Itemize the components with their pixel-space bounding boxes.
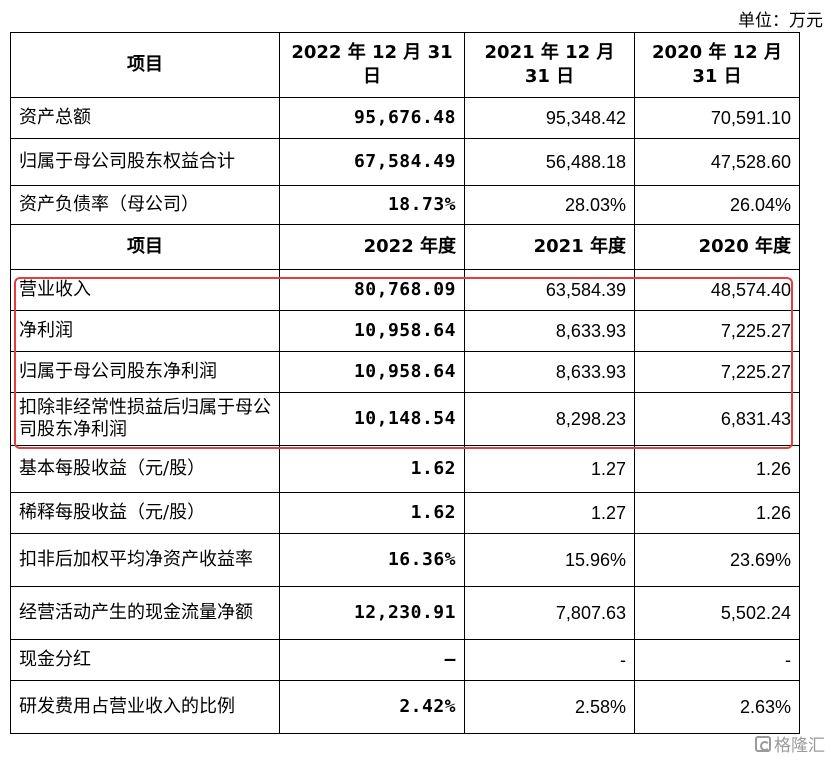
- table-row: 归属于母公司股东净利润 10,958.64 8,633.93 7,225.27: [10, 351, 800, 393]
- financial-table: 项目 2022 年 12 月 31 日 2021 年 12 月 31 日 202…: [10, 32, 800, 734]
- table-row: 现金分红 – - -: [10, 639, 800, 681]
- row-label: 基本每股收益（元/股）: [10, 445, 280, 493]
- row-label: 营业收入: [10, 269, 280, 311]
- row-label: 资产负债率（母公司）: [10, 185, 280, 225]
- cell-2020: -: [634, 639, 800, 681]
- cell-2020: 5,502.24: [634, 586, 800, 640]
- cell-2021: 8,633.93: [464, 310, 635, 352]
- header-2022: 2022 年 12 月 31 日: [279, 32, 465, 98]
- cell-2022: 12,230.91: [279, 586, 465, 640]
- header-row: 项目 2022 年 12 月 31 日 2021 年 12 月 31 日 202…: [10, 32, 800, 98]
- cell-2020: 23.69%: [634, 533, 800, 587]
- row-label: 研发费用占营业收入的比例: [10, 680, 280, 734]
- header2-2020: 2020 年度: [634, 224, 800, 270]
- cell-2022: 10,148.54: [279, 392, 465, 446]
- cell-2020: 1.26: [634, 492, 800, 534]
- cell-2021: 2.58%: [464, 680, 635, 734]
- header2-2022: 2022 年度: [279, 224, 465, 270]
- table-row: 经营活动产生的现金流量净额 12,230.91 7,807.63 5,502.2…: [10, 586, 800, 640]
- cell-2021: 1.27: [464, 492, 635, 534]
- cell-2020: 48,574.40: [634, 269, 800, 311]
- cell-2020: 2.63%: [634, 680, 800, 734]
- cell-2021: 7,807.63: [464, 586, 635, 640]
- unit-label: 单位：万元: [738, 11, 823, 31]
- table-row: 扣非后加权平均净资产收益率 16.36% 15.96% 23.69%: [10, 533, 800, 587]
- cell-2022: 1.62: [279, 492, 465, 534]
- cell-2022: 18.73%: [279, 185, 465, 225]
- row-label: 净利润: [10, 310, 280, 352]
- cell-2020: 70,591.10: [634, 97, 800, 139]
- table-row: 稀释每股收益（元/股） 1.62 1.27 1.26: [10, 492, 800, 534]
- cell-2021: -: [464, 639, 635, 681]
- cell-2022: 95,676.48: [279, 97, 465, 139]
- cell-2022: 1.62: [279, 445, 465, 493]
- cell-2020: 47,528.60: [634, 138, 800, 186]
- row-label: 归属于母公司股东权益合计: [10, 138, 280, 186]
- cell-2022: 2.42%: [279, 680, 465, 734]
- table-row: 净利润 10,958.64 8,633.93 7,225.27: [10, 310, 800, 352]
- table-row: 研发费用占营业收入的比例 2.42% 2.58% 2.63%: [10, 680, 800, 734]
- table-row: 基本每股收益（元/股） 1.62 1.27 1.26: [10, 445, 800, 493]
- header-2020: 2020 年 12 月 31 日: [634, 32, 800, 98]
- cell-2021: 8,298.23: [464, 392, 635, 446]
- header-item: 项目: [10, 32, 280, 98]
- header-2021: 2021 年 12 月 31 日: [464, 32, 635, 98]
- header-row-annual: 项目 2022 年度 2021 年度 2020 年度: [10, 224, 800, 270]
- row-label: 扣除非经常性损益后归属于母公司股东净利润: [10, 392, 280, 446]
- cell-2021: 63,584.39: [464, 269, 635, 311]
- table-row: 资产总额 95,676.48 95,348.42 70,591.10: [10, 97, 800, 139]
- table-row: 归属于母公司股东权益合计 67,584.49 56,488.18 47,528.…: [10, 138, 800, 186]
- cell-2022: 80,768.09: [279, 269, 465, 311]
- cell-2022: 67,584.49: [279, 138, 465, 186]
- header2-2021: 2021 年度: [464, 224, 635, 270]
- table-row: 营业收入 80,768.09 63,584.39 48,574.40: [10, 269, 800, 311]
- cell-2020: 7,225.27: [634, 351, 800, 393]
- cell-2021: 15.96%: [464, 533, 635, 587]
- row-label: 资产总额: [10, 97, 280, 139]
- row-label: 扣非后加权平均净资产收益率: [10, 533, 280, 587]
- cell-2020: 26.04%: [634, 185, 800, 225]
- cell-2022: –: [279, 639, 465, 681]
- row-label: 现金分红: [10, 639, 280, 681]
- cell-2022: 10,958.64: [279, 310, 465, 352]
- cell-2021: 56,488.18: [464, 138, 635, 186]
- row-label: 归属于母公司股东净利润: [10, 351, 280, 393]
- table-row: 扣除非经常性损益后归属于母公司股东净利润 10,148.54 8,298.23 …: [10, 392, 800, 446]
- cell-2020: 6,831.43: [634, 392, 800, 446]
- table-row: 资产负债率（母公司） 18.73% 28.03% 26.04%: [10, 185, 800, 225]
- watermark: 格隆汇: [755, 731, 825, 756]
- header2-item: 项目: [10, 224, 280, 270]
- cell-2022: 16.36%: [279, 533, 465, 587]
- cell-2021: 8,633.93: [464, 351, 635, 393]
- cell-2020: 7,225.27: [634, 310, 800, 352]
- watermark-logo-icon: [755, 735, 771, 752]
- watermark-text: 格隆汇: [774, 736, 825, 756]
- cell-2020: 1.26: [634, 445, 800, 493]
- cell-2021: 1.27: [464, 445, 635, 493]
- cell-2022: 10,958.64: [279, 351, 465, 393]
- cell-2021: 28.03%: [464, 185, 635, 225]
- row-label: 稀释每股收益（元/股）: [10, 492, 280, 534]
- row-label: 经营活动产生的现金流量净额: [10, 586, 280, 640]
- cell-2021: 95,348.42: [464, 97, 635, 139]
